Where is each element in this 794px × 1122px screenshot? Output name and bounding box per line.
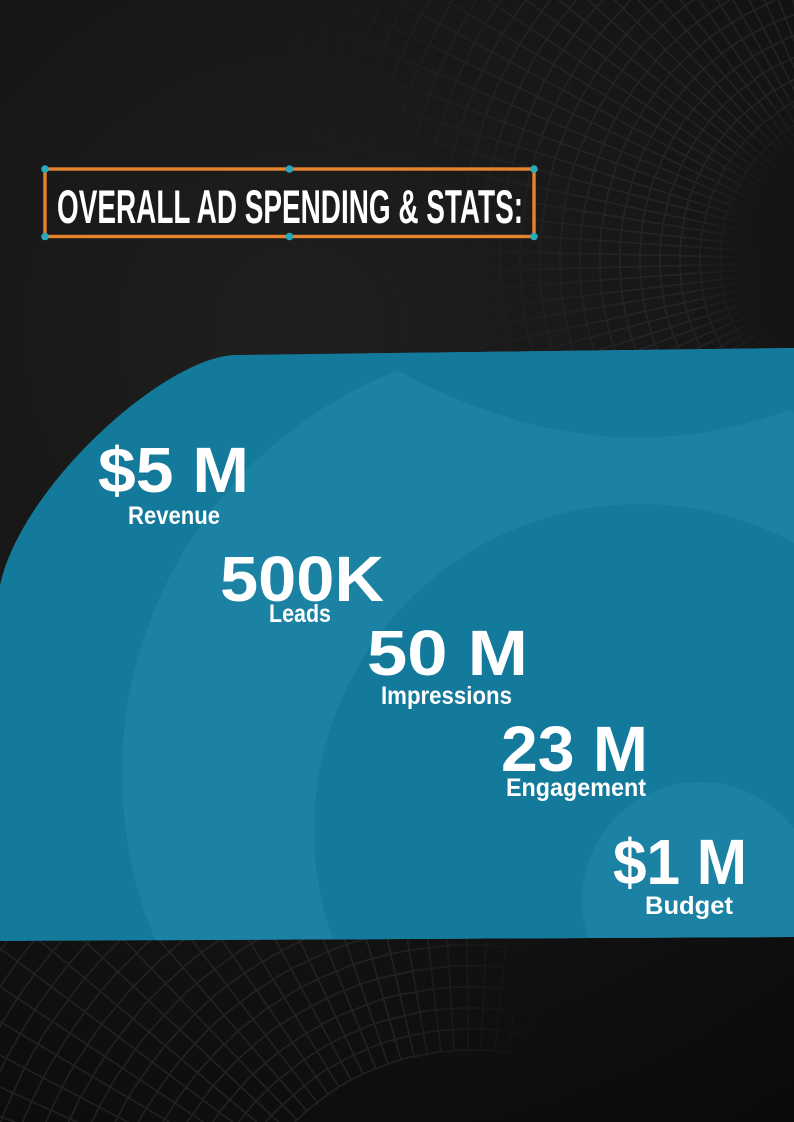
svg-text:Revenue: Revenue	[128, 502, 220, 530]
svg-text:$5 M: $5 M	[98, 434, 249, 506]
svg-text:500K: 500K	[220, 543, 384, 615]
svg-text:Leads: Leads	[269, 600, 331, 628]
svg-text:23 M: 23 M	[501, 713, 648, 785]
svg-text:Impressions: Impressions	[381, 682, 512, 710]
svg-text:Budget: Budget	[645, 892, 734, 920]
svg-text:OVERALL AD SPENDING & STATS:: OVERALL AD SPENDING & STATS:	[57, 180, 523, 233]
svg-text:50 M: 50 M	[367, 617, 528, 689]
svg-text:$1 M: $1 M	[613, 826, 747, 898]
svg-text:Engagement: Engagement	[506, 774, 647, 802]
